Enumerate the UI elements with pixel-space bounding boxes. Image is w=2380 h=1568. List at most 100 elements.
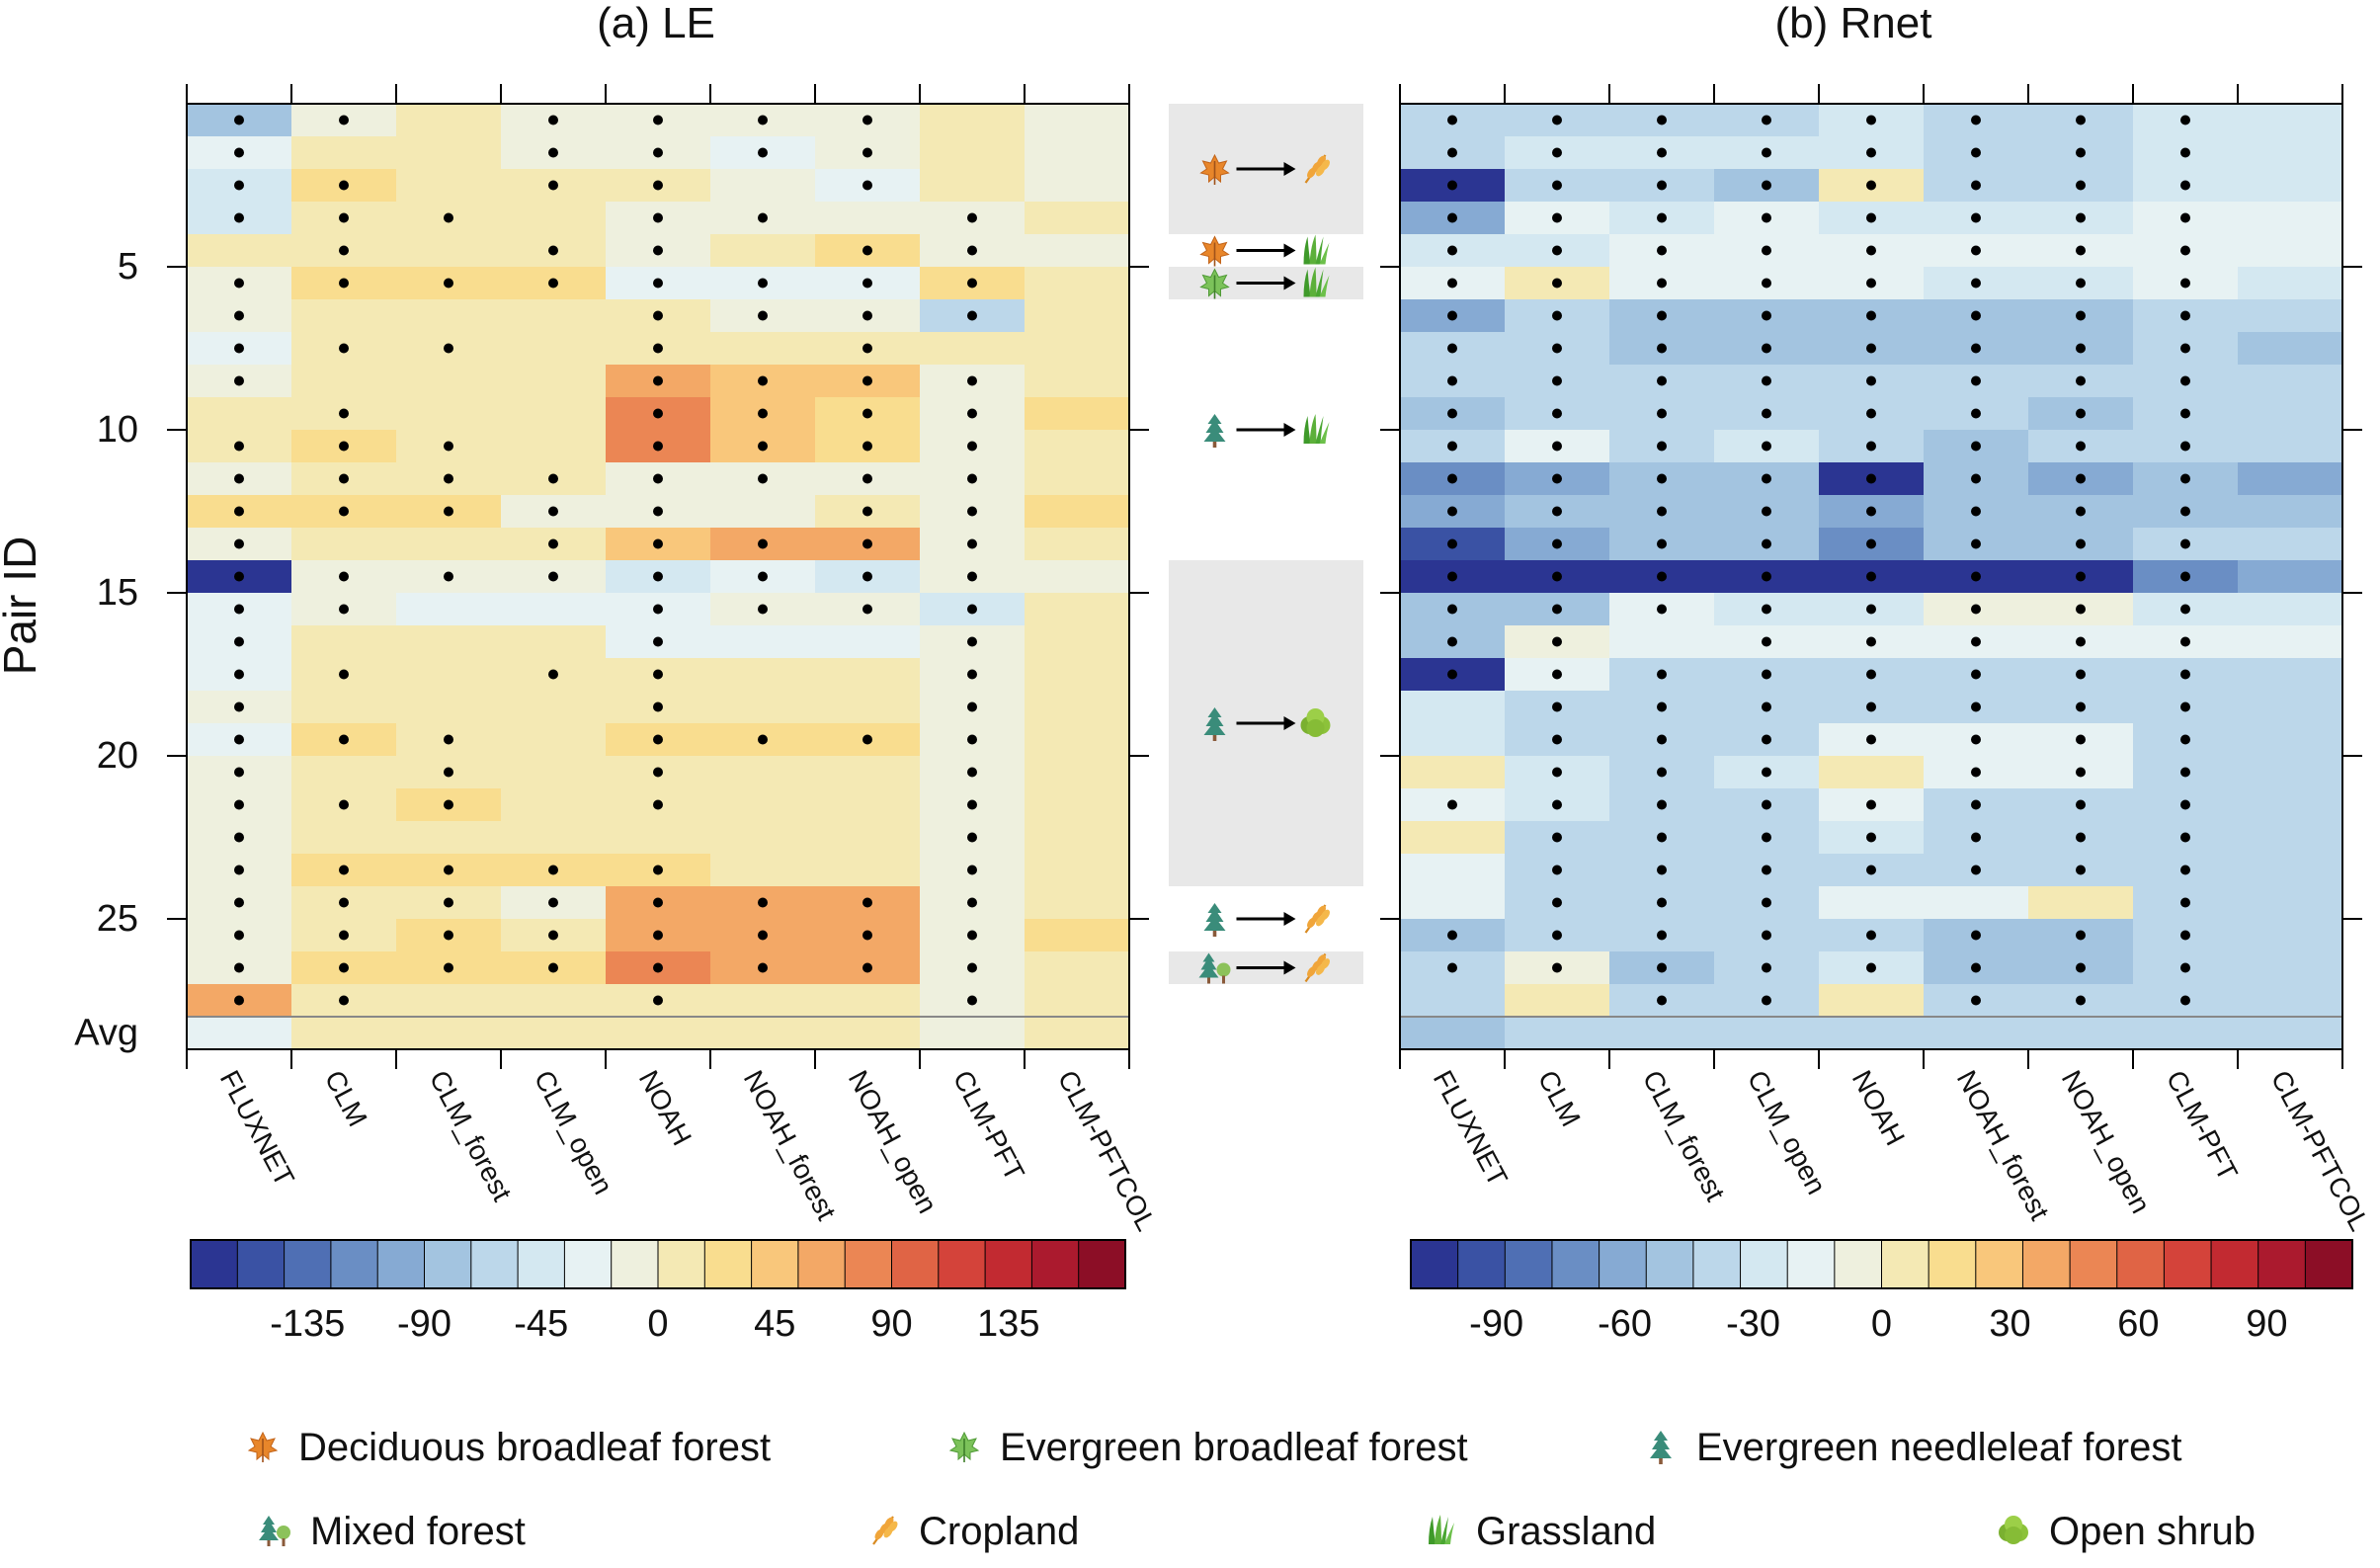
significance-dot bbox=[967, 375, 977, 386]
significance-dot bbox=[1552, 506, 1562, 517]
significance-dot bbox=[967, 571, 977, 582]
colorbar-swatch bbox=[751, 1239, 799, 1289]
column-label: CLM_forest bbox=[1637, 1065, 1731, 1206]
significance-dot bbox=[339, 571, 349, 582]
significance-dot bbox=[234, 212, 244, 223]
significance-dot bbox=[2076, 995, 2086, 1006]
significance-dot bbox=[862, 930, 872, 941]
arrow-head-icon bbox=[1283, 960, 1296, 975]
significance-dot bbox=[234, 669, 244, 680]
significance-dot bbox=[967, 636, 977, 647]
significance-dot bbox=[1762, 441, 1771, 452]
colorbar-tick-label: 135 bbox=[977, 1303, 1039, 1345]
significance-dot bbox=[2076, 767, 2086, 778]
significance-dot bbox=[1657, 245, 1667, 256]
significance-dot bbox=[234, 538, 244, 549]
heatmap-cell bbox=[1819, 984, 1925, 1018]
significance-dot bbox=[653, 962, 663, 973]
significance-dot bbox=[1762, 962, 1771, 973]
significance-dot bbox=[339, 180, 349, 191]
significance-dot bbox=[444, 865, 453, 875]
significance-dot bbox=[1971, 930, 1981, 941]
significance-dot bbox=[444, 278, 453, 289]
colorbar-swatch bbox=[2116, 1239, 2166, 1289]
significance-dot bbox=[1762, 799, 1771, 810]
significance-dot bbox=[1866, 310, 1876, 321]
heatmap-cell bbox=[1609, 625, 1715, 659]
significance-dot bbox=[1971, 245, 1981, 256]
significance-dot bbox=[2180, 734, 2190, 745]
significance-dot bbox=[1657, 441, 1667, 452]
significance-dot bbox=[1866, 701, 1876, 712]
significance-dot bbox=[234, 343, 244, 354]
significance-dot bbox=[1762, 408, 1771, 419]
heatmap-cell bbox=[1924, 886, 2029, 920]
significance-dot bbox=[1657, 865, 1667, 875]
heatmap-cell bbox=[291, 365, 397, 398]
heatmap-cell bbox=[1025, 397, 1130, 431]
heatmap-cell bbox=[2238, 886, 2343, 920]
heatmap-cell bbox=[1924, 1017, 2029, 1050]
significance-dot bbox=[758, 147, 768, 158]
significance-dot bbox=[2076, 571, 2086, 582]
colorbar-tick-label: -135 bbox=[270, 1303, 345, 1345]
panel-title-rnet: (b) Rnet bbox=[1775, 0, 1932, 47]
heatmap-cell bbox=[710, 1017, 816, 1050]
significance-dot bbox=[1552, 636, 1562, 647]
significance-dot bbox=[2180, 799, 2190, 810]
y-tick-label: 5 bbox=[118, 246, 138, 288]
significance-dot bbox=[2180, 506, 2190, 517]
colorbar-tick-label: -30 bbox=[1726, 1303, 1780, 1345]
significance-dot bbox=[1762, 538, 1771, 549]
heatmap-cell bbox=[920, 332, 1026, 366]
significance-dot bbox=[1447, 408, 1457, 419]
significance-dot bbox=[1657, 701, 1667, 712]
significance-dot bbox=[339, 212, 349, 223]
significance-dot bbox=[2076, 538, 2086, 549]
deciduous-leaf-icon bbox=[248, 1432, 278, 1463]
heatmap-panel-rnet: FLUXNET CLM CLM_forest CLM_open NOAH NOAH_for… bbox=[1380, 84, 2375, 1236]
conifer-tree-icon bbox=[1203, 414, 1226, 448]
significance-dot bbox=[1971, 571, 1981, 582]
significance-dot bbox=[1552, 767, 1562, 778]
significance-dot bbox=[967, 473, 977, 484]
heatmap-cell bbox=[2238, 984, 2343, 1018]
significance-dot bbox=[2076, 734, 2086, 745]
significance-dot bbox=[967, 604, 977, 615]
significance-dot bbox=[339, 278, 349, 289]
colorbar-le: -135 -90 -45 0 45 90 135 bbox=[190, 1239, 1126, 1345]
significance-dot bbox=[2180, 962, 2190, 973]
significance-dot bbox=[653, 636, 663, 647]
heatmap-cell bbox=[396, 528, 502, 561]
significance-dot bbox=[862, 473, 872, 484]
significance-dot bbox=[653, 473, 663, 484]
column-label: CLM_forest bbox=[424, 1065, 518, 1206]
heatmap-cell bbox=[1505, 1017, 1610, 1050]
significance-dot bbox=[1552, 180, 1562, 191]
heatmap-cell bbox=[815, 854, 921, 887]
significance-dot bbox=[1971, 865, 1981, 875]
heatmap-cell bbox=[291, 756, 397, 789]
heatmap-cell bbox=[187, 234, 292, 268]
significance-dot bbox=[653, 799, 663, 810]
colorbar-swatch bbox=[1457, 1239, 1507, 1289]
heatmap-cell bbox=[396, 984, 502, 1018]
heatmap-cell bbox=[501, 821, 607, 855]
significance-dot bbox=[653, 147, 663, 158]
significance-dot bbox=[1552, 212, 1562, 223]
heatmap-cell bbox=[291, 299, 397, 333]
significance-dot bbox=[1762, 636, 1771, 647]
heatmap-cell bbox=[1025, 788, 1130, 822]
heatmap-cell bbox=[396, 658, 502, 692]
significance-dot bbox=[1866, 441, 1876, 452]
significance-dot bbox=[1866, 212, 1876, 223]
significance-dot bbox=[862, 571, 872, 582]
heatmap-cell bbox=[291, 625, 397, 659]
panel-title-le: (a) LE bbox=[597, 0, 715, 47]
heatmap-cell bbox=[710, 821, 816, 855]
significance-dot bbox=[2180, 115, 2190, 125]
significance-dot bbox=[2180, 604, 2190, 615]
significance-dot bbox=[2076, 701, 2086, 712]
significance-dot bbox=[1447, 799, 1457, 810]
significance-dot bbox=[444, 897, 453, 908]
